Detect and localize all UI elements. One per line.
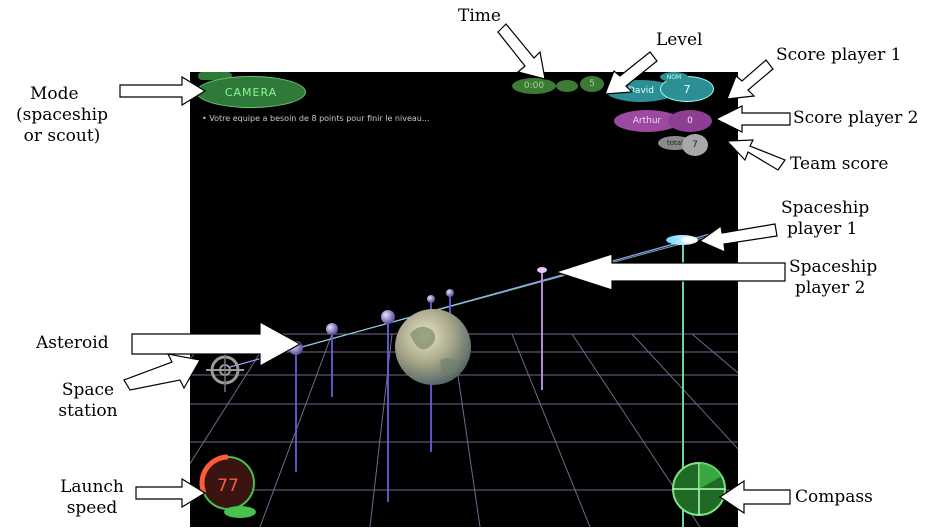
space-scene xyxy=(190,233,738,527)
arrow-launch-speed xyxy=(135,477,207,509)
player1-name: David xyxy=(628,86,654,96)
label-space-station: Space station xyxy=(58,380,118,421)
team-score-pill: 7 xyxy=(682,134,708,156)
label-score-player-2: Score player 2 xyxy=(793,108,919,128)
player2-name: Arthur xyxy=(632,116,662,126)
label-compass: Compass xyxy=(795,487,873,507)
mode-label: CAMERA xyxy=(224,85,278,99)
level-indicator: 5 xyxy=(580,76,604,92)
arrow-team-score xyxy=(725,139,786,171)
time-value: 0:00 xyxy=(523,81,545,91)
arrow-score-player-2 xyxy=(714,105,791,133)
asteroid xyxy=(427,295,435,303)
spaceship-player-1 xyxy=(666,235,698,245)
spaceship-player-2 xyxy=(537,267,547,273)
launch-speed-value: 77 xyxy=(217,476,239,496)
arrow-space-station xyxy=(123,353,201,391)
arrow-level xyxy=(604,51,658,95)
arrow-asteroid xyxy=(131,320,302,368)
launch-gauge-graphic xyxy=(199,454,256,518)
arrow-compass xyxy=(718,479,791,515)
mode-indicator[interactable]: CAMERA xyxy=(196,76,306,108)
arrow-spaceship-player-2 xyxy=(554,253,786,291)
label-time: Time xyxy=(458,6,501,26)
arrow-mode xyxy=(119,75,207,107)
time-indicator: 0:00 xyxy=(512,78,556,94)
compass-graphic xyxy=(672,462,726,516)
label-launch-speed: Launch speed xyxy=(60,477,124,518)
label-spaceship-player-2: Spaceship player 2 xyxy=(789,257,878,298)
space-station xyxy=(206,350,244,392)
player2-score: 0 xyxy=(687,116,693,126)
player1-score: 7 xyxy=(683,82,691,96)
label-asteroid: Asteroid xyxy=(36,333,109,353)
status-message: • Votre equipe a besoin de 8 points pour… xyxy=(202,114,430,123)
player2-score-pill: 0 xyxy=(668,110,712,132)
player1-tag: NOM xyxy=(660,72,688,82)
arrow-score-player-1 xyxy=(726,59,774,100)
team-score: 7 xyxy=(692,140,698,150)
asteroid xyxy=(446,289,454,297)
asteroid xyxy=(326,323,338,335)
asteroid xyxy=(381,310,395,324)
label-mode: Mode (spaceship or scout) xyxy=(16,84,108,146)
player2-name-pill: Arthur xyxy=(614,110,680,132)
level-value: 5 xyxy=(589,79,595,89)
label-score-player-1: Score player 1 xyxy=(776,45,902,65)
label-level: Level xyxy=(656,30,703,50)
level-dot xyxy=(556,80,578,92)
label-spaceship-player-1: Spaceship player 1 xyxy=(781,198,870,239)
label-team-score: Team score xyxy=(790,154,889,174)
mode-tab xyxy=(198,72,232,80)
trajectory-line-2 xyxy=(289,235,711,351)
arrow-spaceship-player-1 xyxy=(698,223,778,253)
arrow-time xyxy=(497,23,546,80)
game-viewport[interactable]: CAMERA • Votre equipe a besoin de 8 poin… xyxy=(190,72,738,527)
